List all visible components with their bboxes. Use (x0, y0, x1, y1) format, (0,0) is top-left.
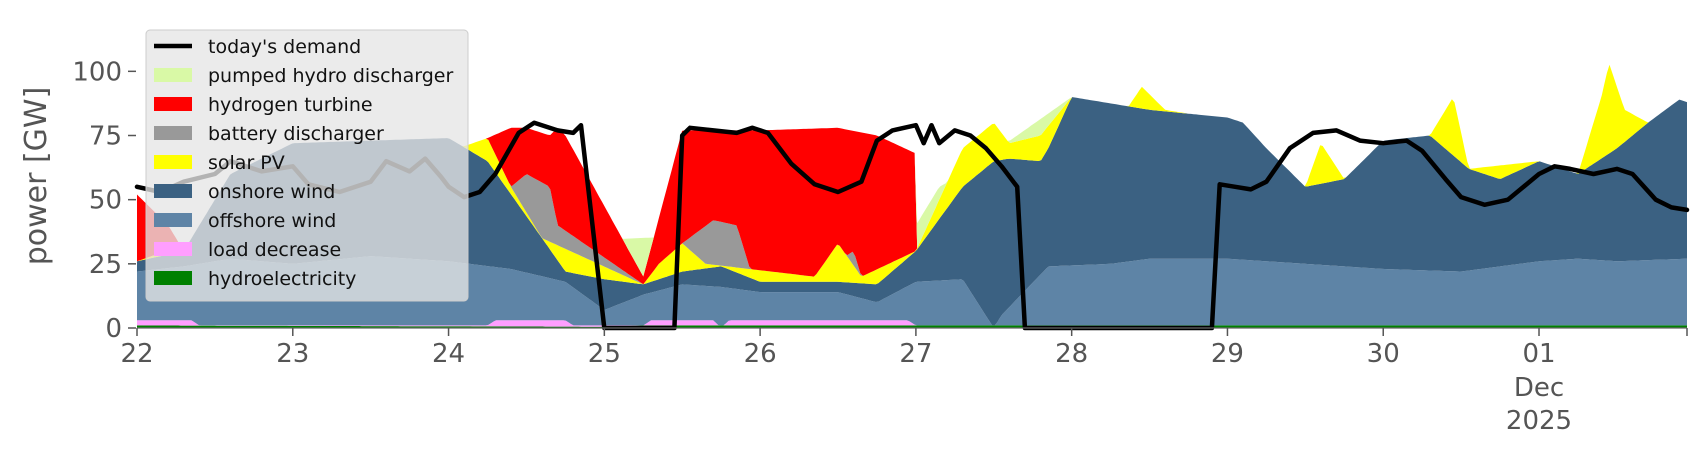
area-load-decrease (137, 320, 1687, 327)
x-tick-label: 23 (276, 339, 309, 369)
legend-swatch-load-decrease (154, 242, 192, 256)
stacked-areas (137, 64, 1687, 328)
legend-swatch-solar-pv (154, 155, 192, 169)
x-tick-label: 22 (120, 339, 153, 369)
area-hydrogen-turbine (137, 64, 1687, 285)
x-tick-label: 29 (1211, 339, 1244, 369)
x-tick-label: 28 (1055, 339, 1088, 369)
legend-label-onshore-wind: onshore wind (208, 181, 335, 203)
legend-swatch-hydroelectricity (154, 271, 192, 285)
legend-label-pumped-hydro-discharger: pumped hydro discharger (208, 65, 453, 87)
area-onshore-wind (137, 97, 1687, 326)
x-tick-label: 30 (1367, 339, 1400, 369)
y-tick-label: 100 (72, 57, 122, 87)
x-tick-sublabel: 2025 (1506, 406, 1572, 436)
legend-swatch-hydrogen-turbine (154, 97, 192, 111)
y-axis-label: power [GW] (19, 87, 54, 266)
legend: today's demand pumped hydro discharger hyd… (145, 29, 469, 302)
x-tick-label: 24 (432, 339, 465, 369)
legend-label-load-decrease: load decrease (208, 239, 341, 261)
x-tick-label: 01 (1522, 339, 1555, 369)
y-tick-label: 25 (89, 250, 122, 280)
legend-label-solar-pv: solar PV (208, 152, 285, 174)
y-tick-label: 0 (105, 314, 122, 344)
legend-label-today-s-demand: today's demand (208, 36, 361, 58)
y-tick-label: 50 (89, 186, 122, 216)
y-tick-label: 75 (89, 122, 122, 152)
legend-swatch-onshore-wind (154, 184, 192, 198)
area-hydroelectricity (137, 325, 1687, 328)
x-tick-label: 25 (588, 339, 621, 369)
legend-label-offshore-wind: offshore wind (208, 210, 336, 232)
x-tick-label: 26 (744, 339, 777, 369)
legend-swatch-offshore-wind (154, 213, 192, 227)
legend-swatch-pumped-hydro-discharger (154, 68, 192, 82)
legend-swatch-battery-discharger (154, 126, 192, 140)
x-tick-label: 27 (899, 339, 932, 369)
legend-label-hydrogen-turbine: hydrogen turbine (208, 94, 373, 116)
legend-label-hydroelectricity: hydroelectricity (208, 268, 356, 290)
legend-box (145, 29, 469, 302)
legend-label-battery-discharger: battery discharger (208, 123, 384, 145)
x-tick-sublabel: Dec (1514, 373, 1564, 403)
area-offshore-wind (137, 256, 1687, 326)
